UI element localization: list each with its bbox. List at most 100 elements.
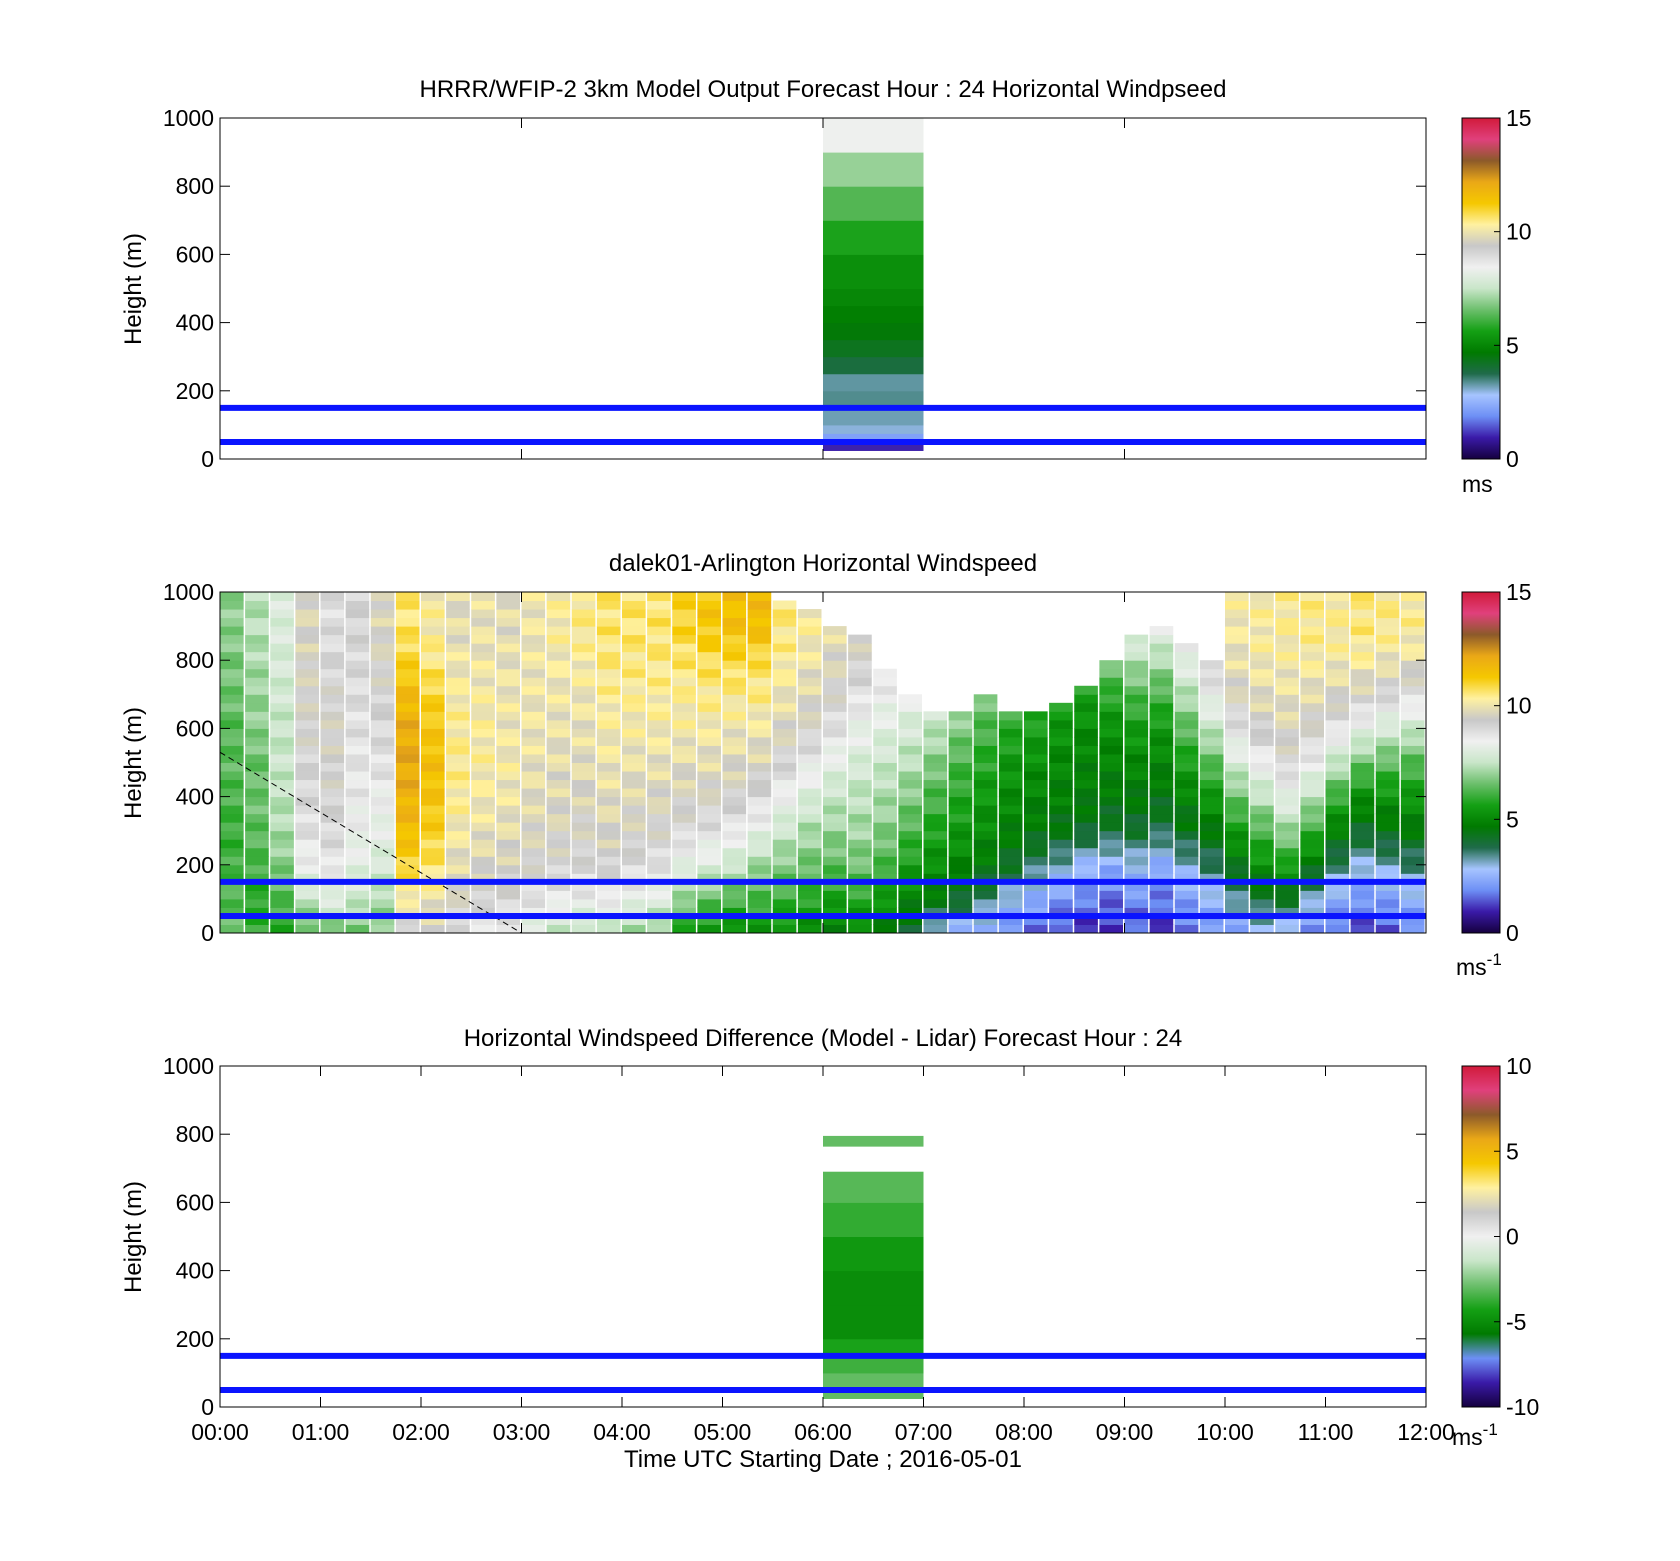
heatmap-cell — [1124, 719, 1149, 729]
heatmap-cell — [848, 660, 872, 670]
heatmap-cell — [1400, 788, 1425, 798]
heatmap-cell — [370, 651, 395, 661]
heatmap-cell — [1225, 592, 1249, 602]
heatmap-cell — [772, 796, 797, 806]
heatmap-cell — [1325, 609, 1350, 619]
heatmap-cell — [1149, 660, 1174, 670]
heatmap-cell — [320, 719, 345, 729]
heatmap-cell — [722, 788, 747, 798]
heatmap-cell — [973, 771, 998, 781]
heatmap-cell — [471, 839, 495, 849]
y-tick-label: 200 — [176, 378, 214, 404]
heatmap-cell — [722, 643, 747, 653]
heatmap-cell — [823, 907, 847, 917]
heatmap-cell — [948, 924, 973, 933]
heatmap-cell — [697, 745, 721, 755]
heatmap-cell — [998, 736, 1023, 746]
heatmap-cell — [797, 668, 822, 678]
heatmap-cell — [1325, 651, 1350, 661]
heatmap-cell — [1024, 788, 1048, 798]
heatmap-cell — [1375, 592, 1400, 602]
heatmap-cell — [370, 830, 395, 840]
heatmap-cell — [1099, 753, 1123, 763]
heatmap-cell — [1375, 898, 1400, 908]
heatmap-cell — [496, 822, 520, 832]
heatmap-cell — [647, 839, 671, 849]
heatmap-cell — [1325, 728, 1350, 738]
heatmap-cell — [797, 617, 822, 627]
heatmap-cell — [1024, 873, 1048, 883]
heatmap-cell — [622, 822, 646, 832]
heatmap-cell — [521, 651, 546, 661]
heatmap-cell — [596, 609, 621, 619]
heatmap-cell — [823, 1270, 924, 1306]
heatmap-cell — [1225, 796, 1249, 806]
heatmap-cell — [1174, 881, 1199, 891]
heatmap-cell — [596, 745, 621, 755]
heatmap-cell — [270, 839, 294, 849]
heatmap-cell — [998, 830, 1023, 840]
heatmap-cell — [1400, 856, 1425, 866]
heatmap-cell — [571, 668, 596, 678]
heatmap-cell — [270, 728, 294, 738]
heatmap-cell — [345, 898, 370, 908]
heatmap-cell — [1024, 847, 1048, 857]
heatmap-cell — [672, 668, 696, 678]
heatmap-cell — [1024, 779, 1048, 789]
heatmap-cell — [1149, 907, 1174, 917]
heatmap-cell — [245, 651, 269, 661]
heatmap-cell — [345, 617, 370, 627]
heatmap-cell — [948, 753, 973, 763]
heatmap-cell — [1199, 728, 1224, 738]
heatmap-cell — [923, 719, 948, 729]
heatmap-cell — [747, 873, 772, 883]
heatmap-cell — [596, 634, 621, 644]
x-tick-label: 05:00 — [694, 1419, 752, 1445]
heatmap-cell — [571, 626, 596, 636]
heatmap-cell — [1275, 660, 1299, 670]
heatmap-cell — [245, 924, 269, 933]
heatmap-cell — [622, 677, 646, 687]
heatmap-cell — [446, 898, 470, 908]
heatmap-cell — [1350, 711, 1375, 721]
heatmap-cell — [797, 660, 822, 670]
heatmap-cell — [1300, 856, 1324, 866]
heatmap-cell — [647, 660, 671, 670]
heatmap-cell — [245, 822, 269, 832]
heatmap-cell — [1275, 668, 1299, 678]
heatmap-cell — [320, 813, 345, 823]
heatmap-cell — [923, 830, 948, 840]
heatmap-cell — [1325, 762, 1350, 772]
heatmap-cell — [1250, 660, 1274, 670]
heatmap-cell — [697, 898, 721, 908]
heatmap-cell — [1350, 643, 1375, 653]
heatmap-cell — [1024, 813, 1048, 823]
heatmap-cell — [1225, 873, 1249, 883]
heatmap-cell — [320, 736, 345, 746]
heatmap-cell — [295, 796, 319, 806]
heatmap-cell — [797, 736, 822, 746]
heatmap-cell — [672, 907, 696, 917]
heatmap-cell — [848, 847, 872, 857]
heatmap-cell — [848, 788, 872, 798]
heatmap-cell — [546, 847, 571, 857]
heatmap-cell — [873, 694, 897, 704]
heatmap-cell — [1024, 728, 1048, 738]
heatmap-cell — [622, 719, 646, 729]
heatmap-cell — [345, 643, 370, 653]
heatmap-cell — [596, 873, 621, 883]
heatmap-cell — [948, 915, 973, 925]
heatmap-cell — [848, 736, 872, 746]
heatmap-cell — [1225, 677, 1249, 687]
heatmap-cell — [797, 830, 822, 840]
heatmap-cell — [521, 796, 546, 806]
heatmap-cell — [596, 856, 621, 866]
heatmap-cell — [295, 626, 319, 636]
heatmap-cell — [1225, 634, 1249, 644]
heatmap-cell — [1375, 771, 1400, 781]
heatmap-cell — [1400, 771, 1425, 781]
heatmap-cell — [1275, 719, 1299, 729]
heatmap-cell — [948, 864, 973, 874]
heatmap-cell — [1275, 728, 1299, 738]
heatmap-cell — [772, 617, 797, 627]
